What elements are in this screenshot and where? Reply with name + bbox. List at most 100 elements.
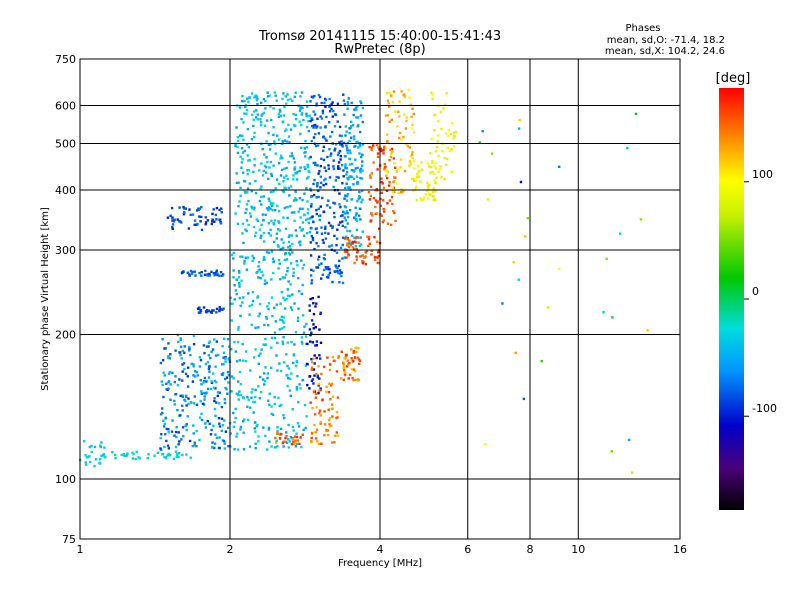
data-point bbox=[338, 203, 341, 206]
data-point bbox=[346, 212, 349, 215]
data-point bbox=[295, 117, 298, 121]
data-point bbox=[404, 127, 408, 130]
data-point bbox=[206, 274, 209, 277]
data-point bbox=[403, 169, 407, 173]
data-point bbox=[283, 105, 286, 109]
data-point bbox=[277, 245, 280, 248]
data-point bbox=[342, 99, 346, 102]
data-point bbox=[162, 425, 166, 428]
data-point bbox=[399, 158, 403, 161]
data-point bbox=[207, 376, 211, 379]
data-point bbox=[332, 109, 335, 113]
data-point bbox=[259, 391, 263, 394]
data-point bbox=[264, 100, 267, 103]
data-point bbox=[320, 277, 323, 280]
data-point bbox=[214, 213, 217, 217]
data-point bbox=[238, 200, 241, 203]
data-point bbox=[383, 146, 386, 149]
data-point bbox=[288, 141, 291, 144]
data-point bbox=[354, 214, 358, 217]
data-point bbox=[308, 387, 311, 390]
data-point bbox=[312, 302, 315, 305]
data-point bbox=[229, 302, 232, 305]
data-point bbox=[255, 218, 258, 221]
data-point bbox=[237, 276, 241, 279]
data-point bbox=[381, 220, 385, 224]
data-point bbox=[329, 363, 332, 366]
data-point bbox=[298, 207, 302, 210]
data-point bbox=[269, 366, 273, 369]
data-point bbox=[278, 221, 281, 225]
data-point bbox=[452, 137, 455, 140]
data-point bbox=[227, 373, 230, 377]
data-point bbox=[204, 221, 208, 224]
data-point bbox=[299, 166, 302, 169]
data-point bbox=[301, 207, 304, 210]
data-point bbox=[132, 452, 135, 456]
data-point bbox=[314, 144, 318, 148]
data-point bbox=[343, 237, 347, 240]
data-point bbox=[329, 224, 332, 227]
data-point bbox=[393, 211, 396, 215]
data-point bbox=[253, 427, 256, 430]
x-tick-label: 4 bbox=[377, 543, 384, 556]
data-point bbox=[415, 176, 419, 179]
data-point bbox=[278, 229, 282, 232]
data-point bbox=[354, 106, 358, 109]
data-point bbox=[431, 97, 434, 101]
data-point bbox=[272, 164, 275, 167]
data-point bbox=[216, 272, 219, 275]
data-point bbox=[322, 241, 325, 244]
data-point bbox=[426, 184, 430, 187]
data-point bbox=[260, 162, 263, 165]
data-point bbox=[327, 199, 330, 202]
data-point bbox=[285, 258, 289, 261]
data-point bbox=[285, 140, 289, 143]
data-point bbox=[245, 143, 249, 146]
data-point bbox=[265, 156, 268, 159]
data-point bbox=[289, 283, 292, 286]
data-point bbox=[342, 175, 345, 178]
data-point bbox=[245, 112, 248, 115]
data-point bbox=[238, 283, 241, 286]
data-point bbox=[307, 221, 311, 225]
data-point bbox=[285, 441, 289, 444]
data-point bbox=[322, 257, 326, 260]
data-point bbox=[301, 342, 304, 345]
data-point bbox=[340, 271, 343, 274]
data-point bbox=[359, 255, 362, 258]
y-tick-label: 75 bbox=[62, 533, 76, 546]
data-point bbox=[344, 206, 347, 209]
data-point bbox=[380, 214, 383, 217]
data-point bbox=[328, 425, 331, 428]
data-point bbox=[284, 273, 288, 276]
data-point bbox=[356, 125, 359, 128]
data-point bbox=[312, 110, 315, 113]
data-point bbox=[283, 129, 287, 133]
data-point bbox=[377, 146, 380, 149]
data-point bbox=[376, 240, 379, 243]
data-point bbox=[324, 105, 327, 109]
data-point bbox=[289, 436, 293, 439]
data-point bbox=[189, 269, 193, 273]
data-point bbox=[270, 174, 273, 178]
data-point bbox=[216, 273, 219, 277]
data-point bbox=[282, 114, 286, 117]
data-point bbox=[275, 178, 279, 181]
data-point bbox=[250, 205, 253, 209]
data-point bbox=[646, 329, 649, 332]
data-point bbox=[298, 383, 301, 386]
data-point bbox=[309, 333, 312, 337]
data-point bbox=[253, 400, 257, 404]
data-point bbox=[235, 278, 239, 281]
data-point bbox=[177, 431, 180, 434]
data-point bbox=[90, 450, 93, 454]
data-point bbox=[391, 150, 394, 153]
data-point bbox=[199, 308, 202, 312]
data-point bbox=[206, 420, 209, 423]
data-point bbox=[199, 220, 202, 223]
data-point bbox=[256, 102, 259, 106]
data-point bbox=[310, 268, 313, 272]
data-point bbox=[178, 378, 181, 381]
data-point bbox=[324, 98, 328, 102]
